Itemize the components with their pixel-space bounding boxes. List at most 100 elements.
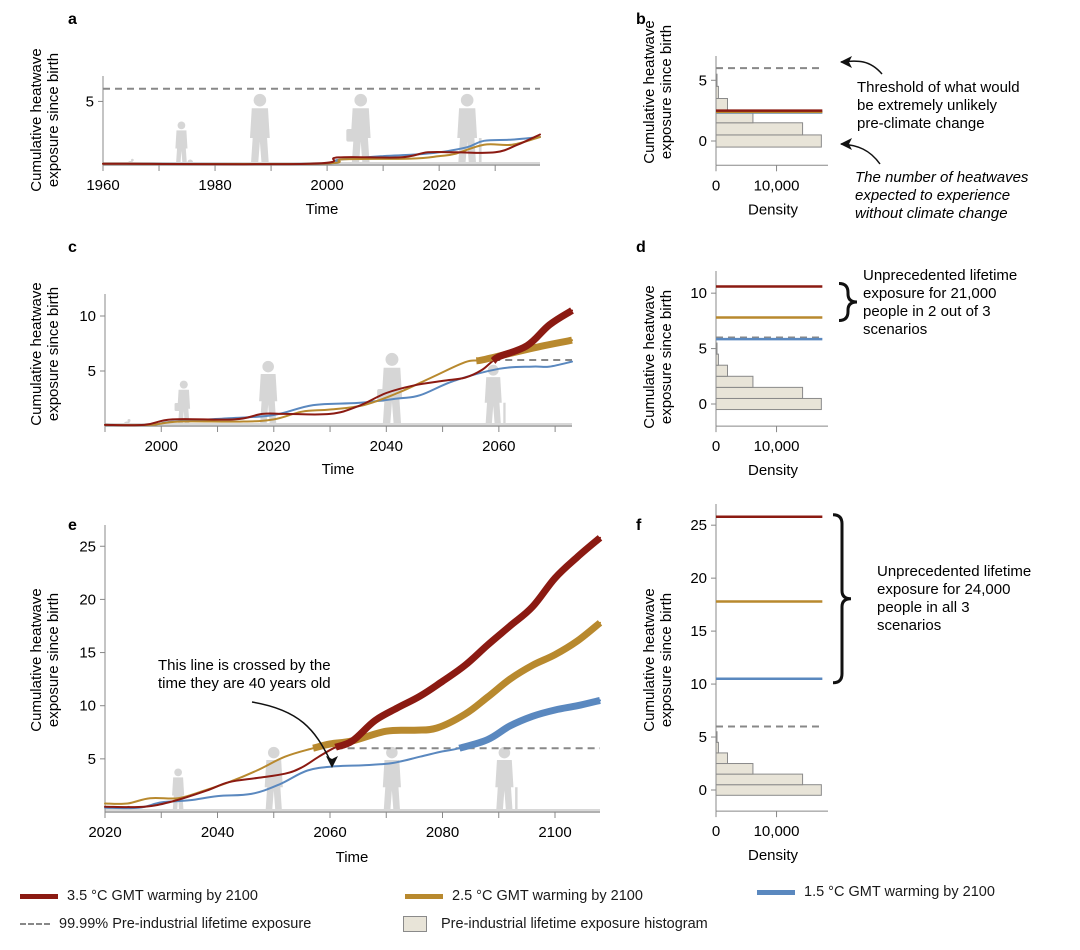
silhouette-head — [262, 360, 274, 373]
histogram-bar — [715, 752, 729, 765]
person-silhouette-icon — [249, 93, 270, 165]
panel-label: b — [636, 11, 646, 28]
silhouette-body — [175, 130, 188, 165]
silhouette-head — [177, 121, 186, 130]
y-tick-label: 5 — [699, 72, 707, 89]
y-tick-label: 10 — [690, 285, 707, 302]
x-tick-label: 2040 — [370, 438, 403, 455]
histogram-bar — [715, 773, 804, 786]
silhouette-body — [259, 374, 278, 426]
x-tick-label: 2020 — [88, 824, 121, 841]
y-tick-label: 5 — [699, 341, 707, 358]
x-tick-label: 1980 — [198, 177, 231, 194]
legend-item-1-5c: 1.5 °C GMT warming by 2100 — [757, 884, 995, 900]
person-silhouette-icon — [174, 380, 191, 426]
histogram-bar — [715, 731, 718, 743]
annotation-f: Unprecedented lifetime exposure for 24,00… — [877, 563, 1031, 634]
legend-label-2-5c: 2.5 °C GMT warming by 2100 — [452, 888, 643, 904]
silhouette-head — [267, 746, 280, 759]
annotation-line: pre-climate change — [857, 115, 985, 132]
y-axis-label-line: exposure since birth — [658, 290, 675, 424]
silhouette-head — [354, 93, 368, 107]
legend-swatch-3-5c — [20, 893, 58, 899]
silhouette-body — [382, 760, 401, 812]
y-tick-label: 10 — [79, 698, 96, 715]
x-tick-label: 2020 — [257, 438, 290, 455]
legend-label-1-5c: 1.5 °C GMT warming by 2100 — [804, 884, 995, 900]
annotation-baseline: The number of heatwaves expected to exper… — [855, 169, 1029, 222]
silhouette-head — [174, 768, 182, 777]
x-tick-label: 2080 — [426, 824, 459, 841]
panel-label: a — [68, 11, 77, 28]
x-axis-label: Time — [322, 461, 355, 478]
annotation-e: This line is crossed by the time they are… — [158, 657, 331, 692]
y-tick-label: 10 — [79, 308, 96, 325]
histogram-bar — [715, 397, 822, 411]
histogram-bar — [715, 98, 729, 112]
histogram-bar — [715, 353, 719, 366]
x-axis-label: Density — [748, 462, 799, 479]
annotation-line: Threshold of what would — [857, 79, 1020, 96]
histogram-bar — [715, 386, 804, 399]
panel-c: c 5 10 2000 2020 2040 2060 Time Cumulative heatw… — [28, 239, 574, 478]
y-tick-label: 0 — [699, 396, 707, 413]
silhouette-head — [385, 352, 399, 366]
panel-a: a 5 1960 1980 2000 2020 Time Cumulative heatwav… — [28, 11, 541, 218]
y-axis-label-line: Cumulative heatwave — [641, 285, 658, 428]
y-tick-label: 25 — [690, 517, 707, 534]
annotation-line: The number of heatwaves — [855, 169, 1029, 186]
x-tick-label: 10,000 — [754, 823, 800, 840]
x-tick-label: 2060 — [482, 438, 515, 455]
annotation-line: people in 2 out of 3 — [863, 303, 991, 320]
brace-f-icon — [832, 513, 852, 685]
silhouette-head — [127, 419, 131, 422]
silhouette-head — [253, 93, 267, 107]
silhouette-head — [179, 380, 188, 389]
person-silhouette-icon — [382, 746, 401, 812]
y-tick-label: 5 — [88, 363, 96, 380]
x-axis-label: Density — [748, 201, 799, 218]
histogram-bar — [715, 784, 822, 796]
annotation-threshold: Threshold of what would be extremely unli… — [857, 79, 1020, 132]
y-tick-label: 20 — [690, 570, 707, 587]
x-axis-label: Density — [748, 847, 799, 864]
silhouette-cane — [515, 787, 518, 812]
x-tick-label: 1960 — [86, 177, 119, 194]
x-tick-label: 0 — [712, 823, 720, 840]
x-tick-label: 0 — [712, 177, 720, 194]
annotation-line: Unprecedented lifetime — [877, 563, 1031, 580]
legend-item-histogram: Pre-industrial lifetime exposure histogr… — [403, 916, 708, 932]
silhouette-body — [495, 760, 514, 812]
y-axis-label-line: exposure since birth — [658, 25, 675, 159]
y-tick-label: 0 — [699, 133, 707, 150]
person-silhouette-icon — [264, 746, 283, 812]
silhouette-head — [386, 746, 398, 759]
legend-swatch-2-5c — [405, 893, 443, 899]
arrow-crossing-icon — [251, 701, 331, 761]
silhouette-body — [172, 777, 185, 812]
series-thick-s35 — [490, 307, 574, 364]
legend-swatch-1-5c — [757, 889, 795, 895]
silhouette-head — [498, 746, 511, 759]
series-line-s35 — [102, 133, 541, 166]
y-axis-label-line: exposure since birth — [45, 593, 62, 727]
silhouette-body — [457, 108, 478, 165]
y-tick-label: 10 — [690, 676, 707, 693]
legend-item-2-5c: 2.5 °C GMT warming by 2100 — [405, 888, 643, 904]
annotation-line: be extremely unlikely — [857, 97, 998, 114]
panel-label: f — [636, 517, 642, 534]
legend-label-3-5c: 3.5 °C GMT warming by 2100 — [67, 888, 258, 904]
y-tick-label: 5 — [699, 729, 707, 746]
arrow-crossing-icon-head — [326, 756, 338, 768]
person-silhouette-icon — [457, 93, 482, 165]
y-axis-label-line: Cumulative heatwave — [28, 48, 45, 191]
x-tick-label: 0 — [712, 438, 720, 455]
histogram-bar — [715, 364, 729, 377]
x-axis-label: Time — [336, 849, 369, 866]
silhouette-body — [381, 367, 403, 426]
series-thick-s15 — [458, 696, 601, 752]
person-silhouette-icon — [495, 746, 518, 812]
histogram-bar — [715, 73, 718, 87]
x-tick-label: 2060 — [313, 824, 346, 841]
